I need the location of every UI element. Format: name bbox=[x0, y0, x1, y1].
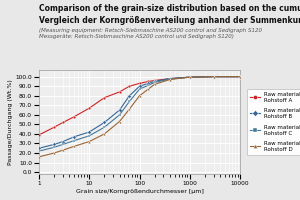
Raw material D
Rohstoff D bbox=[153, 83, 156, 86]
Raw material D
Rohstoff D bbox=[128, 108, 131, 110]
Raw material C
Rohstoff C bbox=[72, 139, 76, 142]
Raw material C
Rohstoff C bbox=[153, 81, 156, 84]
Raw material C
Rohstoff C bbox=[88, 135, 91, 137]
Raw material D
Rohstoff D bbox=[103, 133, 106, 135]
X-axis label: Grain size/Korngrößendurchmesser [µm]: Grain size/Korngrößendurchmesser [µm] bbox=[76, 189, 203, 194]
Raw material D
Rohstoff D bbox=[188, 76, 192, 78]
Line: Raw material A
Rohstoff A: Raw material A Rohstoff A bbox=[38, 75, 242, 136]
Raw material A
Rohstoff A bbox=[153, 79, 156, 82]
Text: (Measuring equipment: Retsch-Siebmaschine AS200 control and Sedigraph S120
Messg: (Measuring equipment: Retsch-Siebmaschin… bbox=[39, 28, 262, 39]
Raw material A
Rohstoff A bbox=[188, 76, 192, 78]
Y-axis label: Passage/Durchgang (Wt.%): Passage/Durchgang (Wt.%) bbox=[8, 79, 13, 165]
Raw material A
Rohstoff A bbox=[72, 116, 76, 118]
Raw material A
Rohstoff A bbox=[37, 134, 41, 136]
Raw material C
Rohstoff C bbox=[118, 114, 121, 116]
Raw material B
Rohstoff B bbox=[168, 77, 172, 80]
Raw material D
Rohstoff D bbox=[72, 145, 76, 148]
Raw material C
Rohstoff C bbox=[146, 84, 150, 86]
Raw material B
Rohstoff B bbox=[103, 121, 106, 124]
Raw material D
Rohstoff D bbox=[146, 88, 150, 90]
Raw material B
Rohstoff B bbox=[61, 140, 65, 143]
Raw material A
Rohstoff A bbox=[52, 126, 56, 128]
Raw material B
Rohstoff B bbox=[212, 75, 215, 78]
Raw material D
Rohstoff D bbox=[212, 75, 215, 78]
Raw material C
Rohstoff C bbox=[188, 76, 192, 78]
Raw material C
Rohstoff C bbox=[238, 75, 242, 78]
Raw material B
Rohstoff B bbox=[128, 95, 131, 97]
Raw material D
Rohstoff D bbox=[52, 152, 56, 154]
Raw material A
Rohstoff A bbox=[88, 107, 91, 109]
Raw material C
Rohstoff C bbox=[128, 100, 131, 103]
Raw material C
Rohstoff C bbox=[61, 143, 65, 146]
Raw material C
Rohstoff C bbox=[138, 88, 141, 90]
Raw material A
Rohstoff A bbox=[118, 91, 121, 93]
Raw material D
Rohstoff D bbox=[168, 78, 172, 81]
Raw material B
Rohstoff B bbox=[52, 143, 56, 146]
Raw material A
Rohstoff A bbox=[168, 77, 172, 80]
Raw material D
Rohstoff D bbox=[238, 75, 242, 78]
Text: Comparison of the grain-size distribution based on the cumulative curves Fᵘ(d): Comparison of the grain-size distributio… bbox=[39, 4, 300, 13]
Raw material A
Rohstoff A bbox=[103, 96, 106, 99]
Raw material A
Rohstoff A bbox=[238, 75, 242, 78]
Raw material C
Rohstoff C bbox=[37, 150, 41, 152]
Raw material B
Rohstoff B bbox=[138, 85, 141, 87]
Raw material C
Rohstoff C bbox=[168, 78, 172, 80]
Raw material B
Rohstoff B bbox=[72, 136, 76, 138]
Raw material C
Rohstoff C bbox=[103, 126, 106, 128]
Raw material D
Rohstoff D bbox=[88, 140, 91, 143]
Legend: Raw material A
Rohstoff A, Raw material B
Rohstoff B, Raw material C
Rohstoff C,: Raw material A Rohstoff A, Raw material … bbox=[247, 89, 300, 155]
Raw material A
Rohstoff A bbox=[138, 82, 141, 85]
Raw material D
Rohstoff D bbox=[37, 156, 41, 158]
Raw material B
Rohstoff B bbox=[88, 131, 91, 133]
Raw material C
Rohstoff C bbox=[212, 75, 215, 78]
Line: Raw material D
Rohstoff D: Raw material D Rohstoff D bbox=[38, 75, 242, 158]
Raw material D
Rohstoff D bbox=[118, 120, 121, 123]
Raw material B
Rohstoff B bbox=[37, 147, 41, 149]
Raw material B
Rohstoff B bbox=[153, 80, 156, 83]
Line: Raw material C
Rohstoff C: Raw material C Rohstoff C bbox=[38, 75, 242, 152]
Raw material A
Rohstoff A bbox=[61, 121, 65, 124]
Line: Raw material B
Rohstoff B: Raw material B Rohstoff B bbox=[38, 75, 242, 150]
Raw material A
Rohstoff A bbox=[212, 75, 215, 78]
Raw material B
Rohstoff B bbox=[146, 82, 150, 85]
Raw material B
Rohstoff B bbox=[118, 109, 121, 111]
Raw material B
Rohstoff B bbox=[188, 76, 192, 78]
Raw material D
Rohstoff D bbox=[138, 95, 141, 97]
Raw material A
Rohstoff A bbox=[128, 85, 131, 87]
Raw material C
Rohstoff C bbox=[52, 146, 56, 148]
Raw material D
Rohstoff D bbox=[61, 149, 65, 151]
Raw material B
Rohstoff B bbox=[238, 75, 242, 78]
Text: Vergleich der Korngrößenverteilung anhand der Summenkurven Fᵘ(d): Vergleich der Korngrößenverteilung anhan… bbox=[39, 16, 300, 25]
Raw material A
Rohstoff A bbox=[146, 80, 150, 83]
